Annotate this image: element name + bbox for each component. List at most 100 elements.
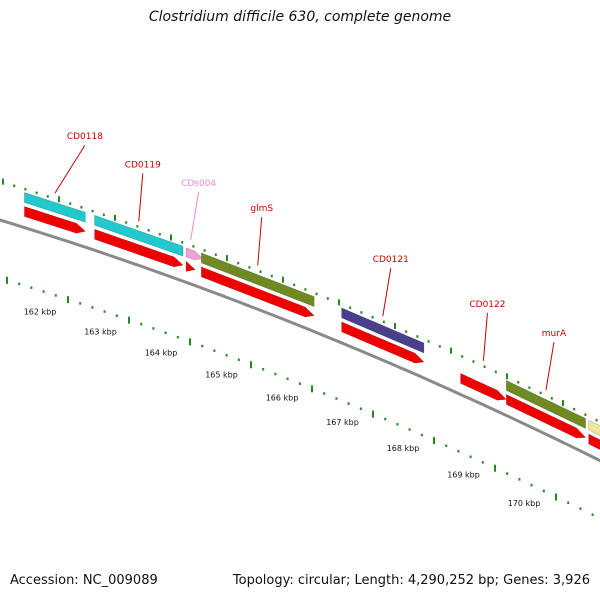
cds-arrow[interactable] bbox=[460, 372, 507, 401]
major-tick bbox=[506, 373, 508, 380]
gene-label[interactable]: CDs004 bbox=[181, 179, 216, 189]
kbp-label: 165 kbp bbox=[205, 370, 238, 379]
minor-tick bbox=[506, 472, 509, 475]
feature-arrow[interactable] bbox=[185, 247, 204, 261]
minor-tick bbox=[326, 297, 329, 300]
minor-tick bbox=[518, 478, 521, 481]
minor-tick bbox=[79, 302, 82, 305]
kbp-label: 162 kbp bbox=[24, 307, 57, 316]
feature-bar[interactable] bbox=[588, 419, 600, 465]
minor-tick bbox=[35, 191, 38, 195]
minor-tick bbox=[293, 283, 296, 287]
gene-label[interactable]: murA bbox=[542, 329, 567, 339]
major-tick bbox=[372, 410, 374, 418]
minor-tick bbox=[192, 245, 195, 248]
map-title: Clostridium difficile 630, complete geno… bbox=[148, 9, 452, 25]
gene-label[interactable]: CD0118 bbox=[67, 132, 103, 142]
major-tick bbox=[394, 323, 396, 330]
major-tick bbox=[58, 196, 60, 203]
minor-tick bbox=[457, 449, 460, 453]
cds-arrow[interactable] bbox=[185, 260, 196, 272]
feature-bar[interactable] bbox=[341, 307, 425, 354]
feature-bar[interactable] bbox=[24, 192, 86, 223]
cds-arrow[interactable] bbox=[24, 206, 87, 234]
minor-tick bbox=[102, 213, 105, 217]
minor-tick bbox=[483, 365, 486, 368]
minor-tick bbox=[91, 306, 94, 309]
label-leader-line bbox=[382, 268, 392, 317]
minor-tick bbox=[152, 327, 155, 330]
cds-track bbox=[24, 206, 600, 475]
minor-tick bbox=[237, 358, 240, 362]
minor-tick bbox=[445, 444, 448, 447]
minor-tick bbox=[416, 335, 419, 338]
major-tick bbox=[2, 178, 4, 185]
label-leader-line bbox=[545, 342, 555, 391]
minor-tick bbox=[125, 221, 128, 224]
cds-arrow[interactable] bbox=[201, 266, 315, 318]
minor-tick bbox=[539, 391, 542, 395]
minor-tick bbox=[136, 225, 139, 228]
minor-tick bbox=[298, 382, 301, 385]
minor-tick bbox=[567, 501, 570, 504]
minor-tick bbox=[201, 344, 204, 348]
kbp-scale: 162 kbp 163 kbp 164 kbp 165 kbp 166 kbp 167 k… bbox=[24, 307, 541, 507]
minor-tick bbox=[528, 386, 531, 389]
minor-tick bbox=[46, 195, 49, 198]
minor-tick bbox=[420, 433, 423, 437]
gene-label[interactable]: glmS bbox=[250, 204, 273, 214]
cds-arrow[interactable] bbox=[341, 321, 425, 364]
major-tick bbox=[170, 234, 172, 241]
major-tick bbox=[226, 255, 228, 262]
minor-tick bbox=[323, 392, 326, 395]
minor-tick bbox=[349, 306, 352, 310]
minor-tick bbox=[286, 377, 289, 381]
label-leader-line bbox=[257, 217, 263, 266]
minor-tick bbox=[304, 288, 307, 291]
inner-tick-track bbox=[6, 276, 594, 516]
minor-tick bbox=[595, 418, 598, 422]
minor-tick bbox=[147, 229, 150, 232]
minor-tick bbox=[396, 423, 399, 426]
kbp-label: 167 kbp bbox=[326, 418, 359, 427]
minor-tick bbox=[30, 286, 33, 289]
minor-tick bbox=[347, 402, 350, 405]
major-tick bbox=[189, 338, 191, 346]
cds-arrow[interactable] bbox=[588, 433, 600, 475]
backbone-line bbox=[0, 218, 600, 463]
major-tick bbox=[433, 437, 435, 445]
feature-bar[interactable] bbox=[94, 214, 184, 257]
major-tick bbox=[494, 464, 496, 472]
feature-bar[interactable] bbox=[506, 379, 586, 429]
minor-tick bbox=[591, 513, 594, 516]
outer-tick-track bbox=[2, 178, 598, 422]
minor-tick bbox=[438, 345, 441, 348]
major-tick bbox=[338, 299, 340, 306]
genome-summary-text: Topology: circular; Length: 4,290,252 bp… bbox=[232, 573, 590, 588]
minor-tick bbox=[274, 372, 277, 376]
cds-arrow[interactable] bbox=[94, 228, 184, 268]
gene-label[interactable]: CD0122 bbox=[469, 300, 505, 310]
minor-tick bbox=[42, 290, 45, 293]
gene-label-track: CD0118CD0119CDs004glmSCD0121CD0122murAsp… bbox=[54, 132, 567, 391]
minor-tick bbox=[584, 413, 587, 416]
minor-tick bbox=[517, 381, 520, 384]
minor-tick bbox=[360, 311, 363, 314]
backbone bbox=[0, 218, 600, 463]
minor-tick bbox=[494, 370, 497, 374]
minor-tick bbox=[270, 274, 273, 278]
gene-label[interactable]: CD0121 bbox=[373, 255, 409, 265]
minor-tick bbox=[158, 232, 161, 236]
major-tick bbox=[114, 214, 116, 221]
minor-tick bbox=[103, 310, 106, 313]
feature-track bbox=[24, 192, 600, 465]
feature-bar[interactable] bbox=[201, 252, 315, 308]
minor-tick bbox=[262, 367, 265, 371]
major-tick bbox=[311, 385, 313, 393]
cds-arrow[interactable] bbox=[506, 393, 587, 439]
minor-tick bbox=[176, 335, 179, 339]
minor-tick bbox=[371, 315, 374, 319]
gene-label[interactable]: CD0119 bbox=[125, 160, 161, 170]
minor-tick bbox=[384, 417, 387, 421]
